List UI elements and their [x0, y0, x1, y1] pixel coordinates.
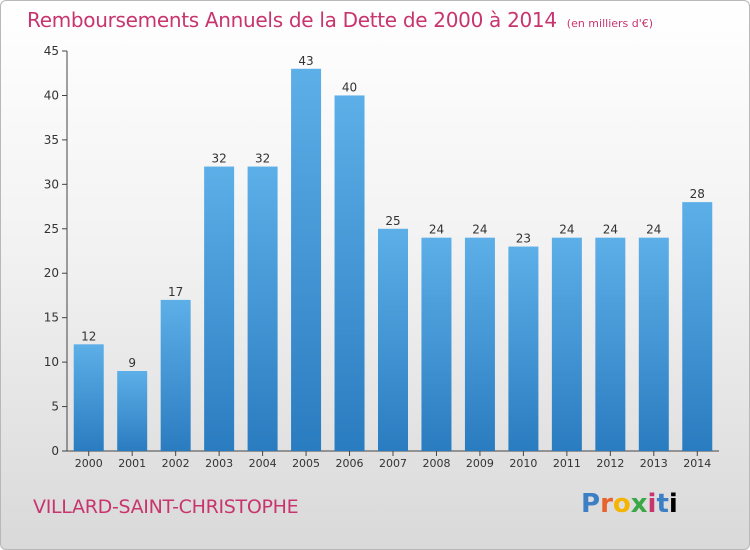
title-unit: (en milliers d'€) — [566, 17, 654, 30]
bar-value-label: 17 — [168, 285, 183, 299]
title-main: Remboursements Annuels de la Dette de 20… — [27, 8, 557, 32]
bar-value-label: 24 — [429, 223, 444, 237]
x-tick-label: 2007 — [379, 457, 407, 470]
bar — [291, 68, 322, 452]
bar-value-label: 24 — [472, 223, 487, 237]
y-tick-label: 25 — [44, 222, 59, 236]
x-tick-label: 2010 — [509, 457, 537, 470]
bar-value-label: 32 — [255, 152, 270, 166]
logo-letter: i — [668, 489, 678, 519]
x-tick-label: 2006 — [336, 457, 364, 470]
bar — [378, 228, 408, 451]
proxiti-logo: Proxiti — [581, 489, 678, 519]
chart-title: Remboursements Annuels de la Dette de 20… — [27, 8, 653, 32]
bar-value-label: 43 — [298, 54, 313, 68]
logo-letter: o — [612, 489, 631, 519]
bar — [421, 237, 452, 451]
logo-letter: P — [581, 489, 601, 519]
x-tick-label: 2000 — [75, 457, 103, 470]
x-tick-label: 2009 — [466, 457, 494, 470]
data-labels: 12 9 17 32 32 43 40 25 24 24 23 24 24 24 28 — [81, 54, 705, 370]
y-tick-label: 5 — [51, 400, 59, 414]
bar-value-label: 24 — [559, 223, 574, 237]
bar-value-label: 40 — [342, 80, 357, 94]
logo-letter: r — [600, 489, 613, 519]
bar-value-label: 24 — [603, 223, 618, 237]
x-tick-label: 2004 — [249, 457, 277, 470]
x-tick-label: 2002 — [162, 457, 190, 470]
bar — [204, 166, 235, 452]
logo-letter: i — [647, 489, 657, 519]
x-tick-label: 2001 — [118, 457, 146, 470]
bar-value-label: 12 — [81, 329, 96, 343]
x-tick-label: 2014 — [683, 457, 711, 470]
y-tick-label: 45 — [44, 44, 59, 58]
bar — [464, 237, 495, 451]
bar — [247, 166, 278, 452]
bar — [595, 237, 626, 451]
y-tick-label: 0 — [51, 444, 59, 458]
x-tick-label: 2008 — [422, 457, 450, 470]
x-tick-label: 2012 — [596, 457, 624, 470]
x-tick-label: 2013 — [640, 457, 668, 470]
logo-letter: t — [656, 489, 669, 519]
bar — [551, 237, 582, 451]
bar — [334, 95, 365, 451]
y-tick-label: 15 — [44, 311, 59, 325]
logo-letter: x — [630, 489, 648, 519]
bars — [73, 68, 713, 452]
bar — [73, 344, 104, 451]
bar — [160, 299, 191, 451]
y-tick-label: 35 — [44, 133, 59, 147]
y-tick-label: 20 — [44, 266, 59, 280]
y-tick-label: 40 — [44, 88, 59, 102]
bar — [508, 246, 539, 451]
bar-value-label: 28 — [690, 187, 705, 201]
y-tick-label: 30 — [44, 177, 59, 191]
bar — [638, 237, 669, 451]
bar-value-label: 24 — [646, 223, 661, 237]
bar-value-label: 25 — [385, 214, 400, 228]
x-tick-label: 2003 — [205, 457, 233, 470]
commune-name: VILLARD-SAINT-CHRISTOPHE — [33, 496, 299, 518]
x-tick-label: 2011 — [553, 457, 581, 470]
bar — [682, 202, 713, 451]
bar — [117, 371, 148, 451]
x-tick-label: 2005 — [292, 457, 320, 470]
bar-value-label: 23 — [516, 232, 531, 246]
bar-value-label: 9 — [128, 356, 136, 370]
y-tick-label: 10 — [44, 355, 59, 369]
axes: 0 5 10 15 20 25 30 35 40 45 2000 2001 2002 2003 2004 20… — [44, 44, 719, 470]
bar-value-label: 32 — [211, 152, 226, 166]
